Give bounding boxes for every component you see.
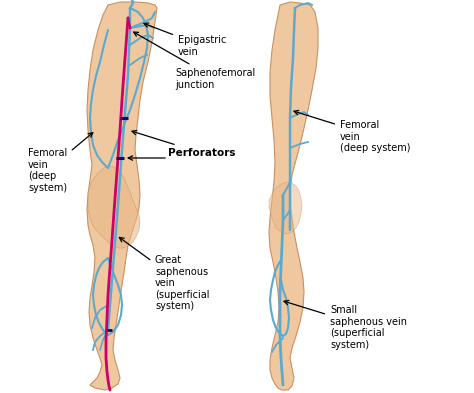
Text: Small
saphenous vein
(superficial
system): Small saphenous vein (superficial system… — [284, 300, 407, 350]
Polygon shape — [269, 182, 302, 234]
Text: Femoral
vein
(deep system): Femoral vein (deep system) — [294, 110, 410, 153]
Polygon shape — [87, 2, 157, 390]
Text: Saphenofemoral
junction: Saphenofemoral junction — [134, 32, 255, 90]
Text: Epigastric
vein: Epigastric vein — [144, 23, 227, 57]
Polygon shape — [88, 166, 140, 248]
Text: Femoral
vein
(deep
system): Femoral vein (deep system) — [28, 133, 93, 193]
Polygon shape — [269, 2, 318, 390]
Text: Great
saphenous
vein
(superficial
system): Great saphenous vein (superficial system… — [119, 237, 210, 311]
Text: Perforators: Perforators — [132, 130, 236, 158]
